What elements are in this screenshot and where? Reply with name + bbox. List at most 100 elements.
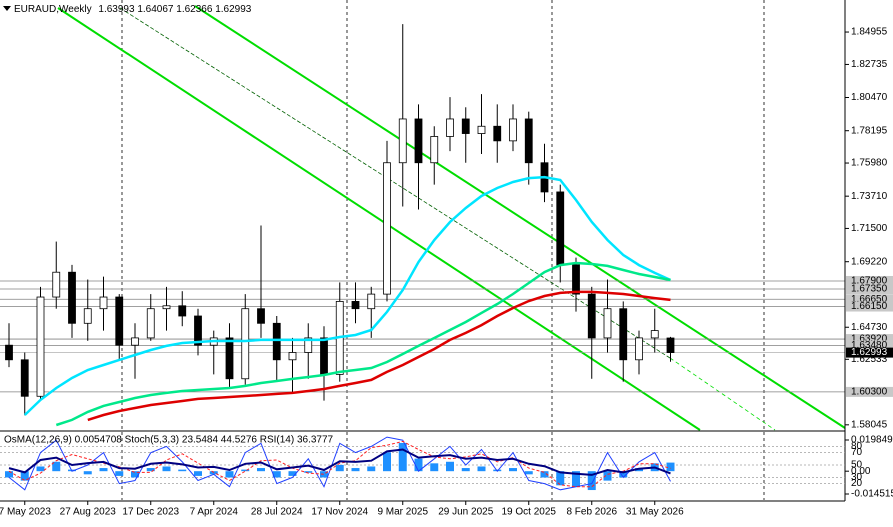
level-label-bg bbox=[846, 275, 893, 286]
y2-tick-label: 70 bbox=[851, 447, 863, 458]
candle-body bbox=[477, 125, 486, 134]
osma-bar bbox=[414, 458, 423, 472]
y-tick-label: 1.69220 bbox=[851, 256, 888, 267]
indicator-line bbox=[8, 448, 671, 476]
osma-bar bbox=[131, 471, 139, 478]
osma-bar bbox=[619, 471, 628, 478]
trend-line bbox=[57, 7, 701, 431]
moving-average bbox=[87, 290, 671, 422]
y-tick-label: 1.80470 bbox=[851, 92, 888, 103]
level-label: 1.67350 bbox=[851, 284, 888, 295]
osma-bar bbox=[524, 471, 533, 475]
candle-body bbox=[320, 337, 328, 375]
y2-tick-label: 20 bbox=[851, 478, 863, 489]
level-label-bg bbox=[846, 334, 893, 345]
osma-bar bbox=[430, 463, 439, 472]
osma-bar bbox=[540, 471, 549, 478]
ohlc-value: 1.63993 bbox=[98, 4, 135, 15]
osma-bar bbox=[194, 471, 202, 476]
osma-bar bbox=[83, 471, 92, 475]
osma-bar bbox=[398, 442, 407, 472]
candle-body bbox=[83, 308, 92, 324]
osma-bar bbox=[5, 471, 13, 478]
osma-bar bbox=[367, 466, 376, 472]
x-tick-label: 17 Dec 2023 bbox=[122, 507, 179, 518]
x-tick-label: 17 Nov 2024 bbox=[311, 507, 368, 518]
candle-body bbox=[225, 337, 234, 380]
trend-line bbox=[669, 357, 776, 431]
osma-bar bbox=[115, 471, 124, 476]
y-tick-label: 1.78195 bbox=[851, 125, 888, 136]
levels bbox=[0, 280, 845, 393]
osma-bar bbox=[257, 468, 265, 472]
osma-bar bbox=[587, 471, 596, 491]
candle-body bbox=[383, 162, 391, 295]
trend-line bbox=[194, 5, 846, 429]
osma-bar bbox=[178, 469, 187, 472]
menu-arrow bbox=[3, 6, 11, 11]
candle-body bbox=[430, 136, 439, 164]
osma-bar bbox=[304, 471, 313, 473]
candle-body bbox=[68, 271, 76, 324]
candle-body bbox=[493, 125, 502, 142]
axes: 1.84955 1.82735 1.80470 1.78195 1.75980 1.737… bbox=[0, 27, 893, 518]
osma-bar bbox=[288, 471, 297, 476]
x-tick-label: 27 Aug 2023 bbox=[60, 507, 117, 518]
level-label-bg bbox=[846, 294, 893, 305]
candle-body bbox=[52, 271, 61, 298]
candle-body bbox=[666, 337, 675, 353]
candle-body bbox=[272, 322, 281, 361]
osma-bar bbox=[99, 468, 108, 472]
level-label-bg bbox=[846, 340, 893, 351]
indicator-title: OsMA(12,26,9) 0.0054708 Stoch(5,3,3) 23.… bbox=[4, 435, 334, 446]
y-tick-label: -0.0145151 bbox=[851, 489, 893, 500]
osma-bar bbox=[162, 466, 171, 472]
y2-tick-label: 50 bbox=[851, 460, 863, 471]
x-tick-label: 19 Oct 2025 bbox=[502, 507, 557, 518]
candle-body bbox=[461, 118, 470, 134]
osma-bar bbox=[383, 452, 391, 472]
ohlc-value: 1.62993 bbox=[215, 4, 252, 15]
indicator-line bbox=[8, 440, 671, 488]
current-price-label: 1.62993 bbox=[851, 347, 888, 358]
osma-bar bbox=[241, 469, 250, 472]
osma-bar bbox=[335, 464, 344, 472]
x-tick-label: 31 May 2026 bbox=[626, 507, 684, 518]
candle-body bbox=[178, 305, 187, 317]
y-tick-label: 1.82735 bbox=[851, 59, 888, 70]
candle-body bbox=[115, 296, 124, 346]
candle-body bbox=[288, 352, 297, 361]
y-tick-label: 1.84955 bbox=[851, 27, 888, 38]
candle-body bbox=[572, 264, 580, 295]
y-tick-label: 1.64730 bbox=[851, 322, 888, 333]
candle-body bbox=[36, 296, 45, 397]
candle-body bbox=[20, 359, 29, 397]
candle-body bbox=[603, 308, 612, 339]
x-tick-label: 9 Mar 2025 bbox=[377, 507, 428, 518]
y-tick-label: 1.75980 bbox=[851, 158, 888, 169]
candle-body bbox=[556, 191, 565, 266]
moving-average bbox=[55, 261, 671, 427]
x-tick-label: 28 Jul 2024 bbox=[251, 507, 303, 518]
candle-body bbox=[146, 308, 155, 339]
osma-bar bbox=[320, 471, 328, 478]
moving-average bbox=[23, 175, 672, 416]
ohlc-value: 1.62366 bbox=[176, 4, 213, 15]
x-tick-label: 7 May 2023 bbox=[0, 507, 51, 518]
candle-body bbox=[446, 118, 454, 137]
candle-body bbox=[5, 344, 13, 361]
drawings bbox=[57, 0, 846, 500]
osma-bar bbox=[509, 468, 517, 472]
symbol-title: EURAUD,Weekly bbox=[14, 4, 92, 15]
osma-bar bbox=[461, 468, 470, 472]
y-tick-label: 1.71500 bbox=[851, 223, 888, 234]
level-label-bg bbox=[846, 386, 893, 397]
level-label: 1.63480 bbox=[851, 340, 888, 351]
y2-tick-label: 80 bbox=[851, 441, 863, 452]
candle-body bbox=[635, 337, 643, 361]
candle-body bbox=[619, 308, 628, 361]
candle-body bbox=[398, 118, 407, 164]
x-tick-label: 7 Apr 2024 bbox=[190, 507, 239, 518]
